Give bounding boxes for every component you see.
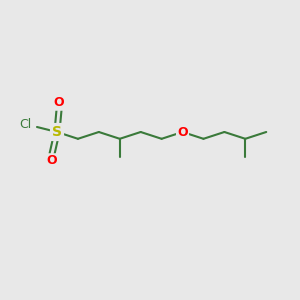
Text: O: O (54, 97, 64, 110)
Text: O: O (47, 154, 57, 167)
Text: Cl: Cl (19, 118, 31, 131)
Text: S: S (52, 125, 62, 139)
Text: O: O (177, 125, 188, 139)
